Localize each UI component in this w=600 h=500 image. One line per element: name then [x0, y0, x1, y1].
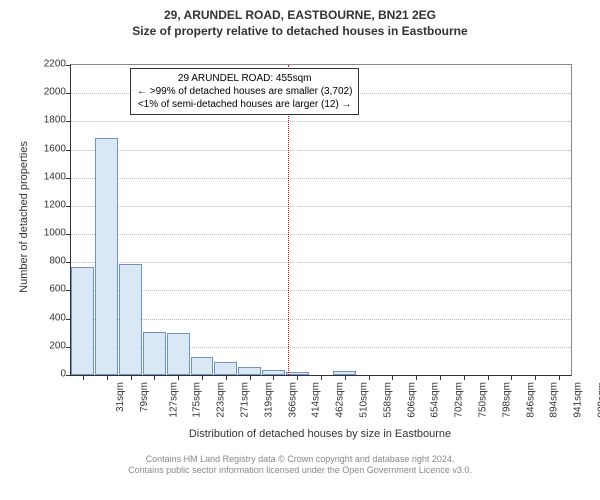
x-tick-label: 127sqm — [168, 382, 179, 418]
y-tick — [66, 319, 71, 320]
histogram-bar — [191, 357, 214, 375]
x-tick — [250, 375, 251, 380]
x-tick — [83, 375, 84, 380]
annotation-line-3: <1% of semi-detached houses are larger (… — [138, 99, 352, 110]
gridline — [71, 150, 571, 151]
y-tick-label: 800 — [0, 256, 66, 267]
x-tick-label: 654sqm — [430, 382, 441, 418]
gridline — [71, 319, 571, 320]
x-tick — [392, 375, 393, 380]
histogram-bar — [95, 138, 118, 375]
y-tick — [66, 121, 71, 122]
y-tick-label: 1000 — [0, 228, 66, 239]
gridline — [71, 178, 571, 179]
x-tick-label: 510sqm — [359, 382, 370, 418]
y-tick — [66, 178, 71, 179]
x-tick — [321, 375, 322, 380]
y-tick-label: 600 — [0, 284, 66, 295]
histogram-bar — [167, 333, 190, 375]
x-tick — [273, 375, 274, 380]
gridline — [71, 234, 571, 235]
annotation-box: 29 ARUNDEL ROAD: 455sqm ← >99% of detache… — [130, 68, 359, 115]
x-tick — [511, 375, 512, 380]
y-tick — [66, 65, 71, 66]
x-tick — [416, 375, 417, 380]
y-tick — [66, 150, 71, 151]
x-tick — [464, 375, 465, 380]
chart-title-1: 29, ARUNDEL ROAD, EASTBOURNE, BN21 2EG — [0, 8, 600, 22]
x-axis-label: Distribution of detached houses by size … — [70, 428, 570, 440]
x-tick — [440, 375, 441, 380]
y-tick — [66, 93, 71, 94]
x-tick-label: 798sqm — [501, 382, 512, 418]
y-tick-label: 2000 — [0, 87, 66, 98]
x-tick — [154, 375, 155, 380]
x-tick-label: 941sqm — [573, 382, 584, 418]
y-tick-label: 2200 — [0, 59, 66, 70]
annotation-line-2: ← >99% of detached houses are smaller (3… — [137, 86, 352, 97]
x-tick-label: 366sqm — [287, 382, 298, 418]
footer-line-1: Contains HM Land Registry data © Crown c… — [146, 454, 455, 464]
y-tick-label: 1200 — [0, 199, 66, 210]
x-tick-label: 414sqm — [311, 382, 322, 418]
x-tick — [535, 375, 536, 380]
y-tick-label: 400 — [0, 312, 66, 323]
y-tick — [66, 262, 71, 263]
footer-line-2: Contains public sector information licen… — [128, 465, 472, 475]
x-tick — [345, 375, 346, 380]
x-tick-label: 894sqm — [549, 382, 560, 418]
x-tick-label: 702sqm — [454, 382, 465, 418]
histogram-bar — [71, 267, 94, 376]
x-tick — [131, 375, 132, 380]
histogram-bar — [119, 264, 142, 375]
x-tick — [178, 375, 179, 380]
y-tick — [66, 347, 71, 348]
histogram-bar — [143, 332, 166, 375]
annotation-line-1: 29 ARUNDEL ROAD: 455sqm — [178, 73, 312, 84]
y-tick-label: 1600 — [0, 143, 66, 154]
y-tick-label: 0 — [0, 369, 66, 380]
x-tick-label: 462sqm — [335, 382, 346, 418]
y-axis-label: Number of detached properties — [18, 62, 30, 372]
chart-title-2: Size of property relative to detached ho… — [0, 24, 600, 38]
y-tick — [66, 234, 71, 235]
x-tick — [559, 375, 560, 380]
x-tick-label: 175sqm — [192, 382, 203, 418]
footer-attribution: Contains HM Land Registry data © Crown c… — [0, 454, 600, 477]
y-tick-label: 200 — [0, 340, 66, 351]
y-tick — [66, 206, 71, 207]
x-tick — [226, 375, 227, 380]
y-tick — [66, 375, 71, 376]
y-tick — [66, 290, 71, 291]
gridline — [71, 290, 571, 291]
x-tick-label: 319sqm — [263, 382, 274, 418]
x-tick-label: 223sqm — [216, 382, 227, 418]
histogram-bar — [238, 367, 261, 375]
x-tick — [369, 375, 370, 380]
x-tick — [107, 375, 108, 380]
gridline — [71, 121, 571, 122]
y-tick-label: 1400 — [0, 171, 66, 182]
x-tick-label: 606sqm — [406, 382, 417, 418]
x-tick — [202, 375, 203, 380]
x-tick — [297, 375, 298, 380]
x-tick-label: 750sqm — [478, 382, 489, 418]
gridline — [71, 262, 571, 263]
x-tick-label: 271sqm — [240, 382, 251, 418]
x-tick-label: 558sqm — [382, 382, 393, 418]
x-tick — [488, 375, 489, 380]
histogram-bar — [214, 362, 237, 375]
gridline — [71, 206, 571, 207]
x-tick-label: 79sqm — [139, 382, 150, 412]
y-tick-label: 1800 — [0, 115, 66, 126]
x-tick-label: 31sqm — [115, 382, 126, 412]
x-tick-label: 846sqm — [525, 382, 536, 418]
